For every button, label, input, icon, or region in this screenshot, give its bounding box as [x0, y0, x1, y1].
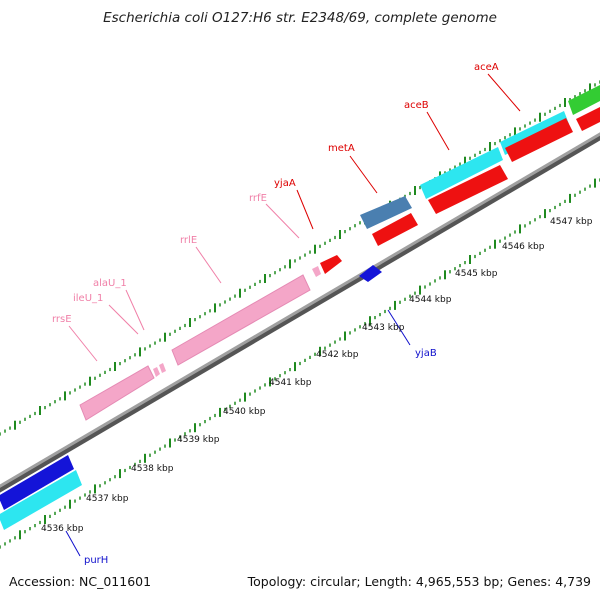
rrfE-connector: [265, 203, 300, 239]
yjaA-connector: [296, 189, 314, 230]
gene-label-alaU_1[interactable]: alaU_1: [93, 278, 127, 289]
scale-label: 4536 kbp: [41, 524, 84, 534]
scale-label: 4542 kbp: [316, 350, 359, 360]
rrlE-feature[interactable]: [171, 274, 311, 366]
scale-label: 4547 kbp: [550, 217, 593, 227]
metA-feature[interactable]: [372, 213, 418, 246]
gene-label-yjaB[interactable]: yjaB: [415, 348, 437, 359]
gene-label-yjaA[interactable]: yjaA: [274, 178, 296, 189]
reverse-strand-features: [0, 265, 382, 530]
backbone-shadow: [0, 133, 600, 493]
purH-cyan-feature[interactable]: [0, 470, 82, 530]
accession-text: Accession: NC_011601: [9, 574, 152, 589]
scale-label: 4537 kbp: [86, 494, 129, 504]
aceA-feature[interactable]: [505, 118, 573, 162]
yjaB-feature[interactable]: [359, 265, 382, 282]
scale-labels: 4536 kbp 4537 kbp 4538 kbp 4539 kbp 4540…: [41, 217, 593, 534]
yjaB-connector: [387, 309, 411, 346]
rrsE-connector: [68, 325, 98, 362]
forward-strand-features: [79, 85, 600, 421]
scale-label: 4545 kbp: [455, 269, 498, 279]
aceA-connector: [487, 73, 521, 112]
alaU_1-connector: [125, 289, 145, 331]
gene-label-purH[interactable]: purH: [84, 555, 108, 566]
ileU_1-feature[interactable]: [153, 367, 160, 377]
gene-label-ileU_1[interactable]: ileU_1: [73, 293, 103, 304]
purH-connector: [65, 530, 81, 557]
green-feature[interactable]: [568, 85, 600, 115]
map-title: Escherichia coli O127:H6 str. E2348/69, …: [103, 10, 497, 26]
backbone-line: [0, 132, 600, 488]
aceB-feature[interactable]: [428, 165, 508, 214]
rrlE-connector: [195, 246, 222, 284]
scale-label: 4541 kbp: [269, 378, 312, 388]
metA-connector: [349, 155, 378, 194]
gene-label-rrfE[interactable]: rrfE: [249, 193, 267, 204]
scale-label: 4543 kbp: [362, 323, 405, 333]
steel-feature[interactable]: [360, 196, 412, 229]
scale-label: 4539 kbp: [177, 435, 220, 445]
gene-label-rrlE[interactable]: rrlE: [180, 235, 197, 246]
red-end-feature[interactable]: [576, 107, 600, 131]
gene-label-rrsE[interactable]: rrsE: [52, 314, 72, 325]
aceB-connector: [426, 111, 450, 151]
alaU_1-feature[interactable]: [159, 363, 166, 373]
yjaA-feature[interactable]: [320, 255, 342, 274]
gene-labels: aceA aceB metA yjaA rrfE rrlE alaU_1 ile…: [52, 62, 499, 566]
inner-tick-row: [0, 178, 600, 549]
rrsE-feature[interactable]: [79, 365, 155, 421]
gene-label-aceA[interactable]: aceA: [474, 62, 499, 73]
ileU_1-connector: [108, 304, 139, 335]
gene-label-metA[interactable]: metA: [328, 143, 355, 154]
gene-label-aceB[interactable]: aceB: [404, 100, 429, 111]
scale-label: 4546 kbp: [502, 242, 545, 252]
aceB-cyan-feature[interactable]: [420, 147, 503, 199]
scale-label: 4544 kbp: [409, 295, 452, 305]
rrfE-feature[interactable]: [312, 266, 321, 277]
genome-summary-text: Topology: circular; Length: 4,965,553 bp…: [247, 574, 591, 589]
scale-label: 4540 kbp: [223, 407, 266, 417]
scale-label: 4538 kbp: [131, 464, 174, 474]
purH-blue-feature[interactable]: [0, 455, 74, 510]
label-connectors: [65, 73, 521, 557]
